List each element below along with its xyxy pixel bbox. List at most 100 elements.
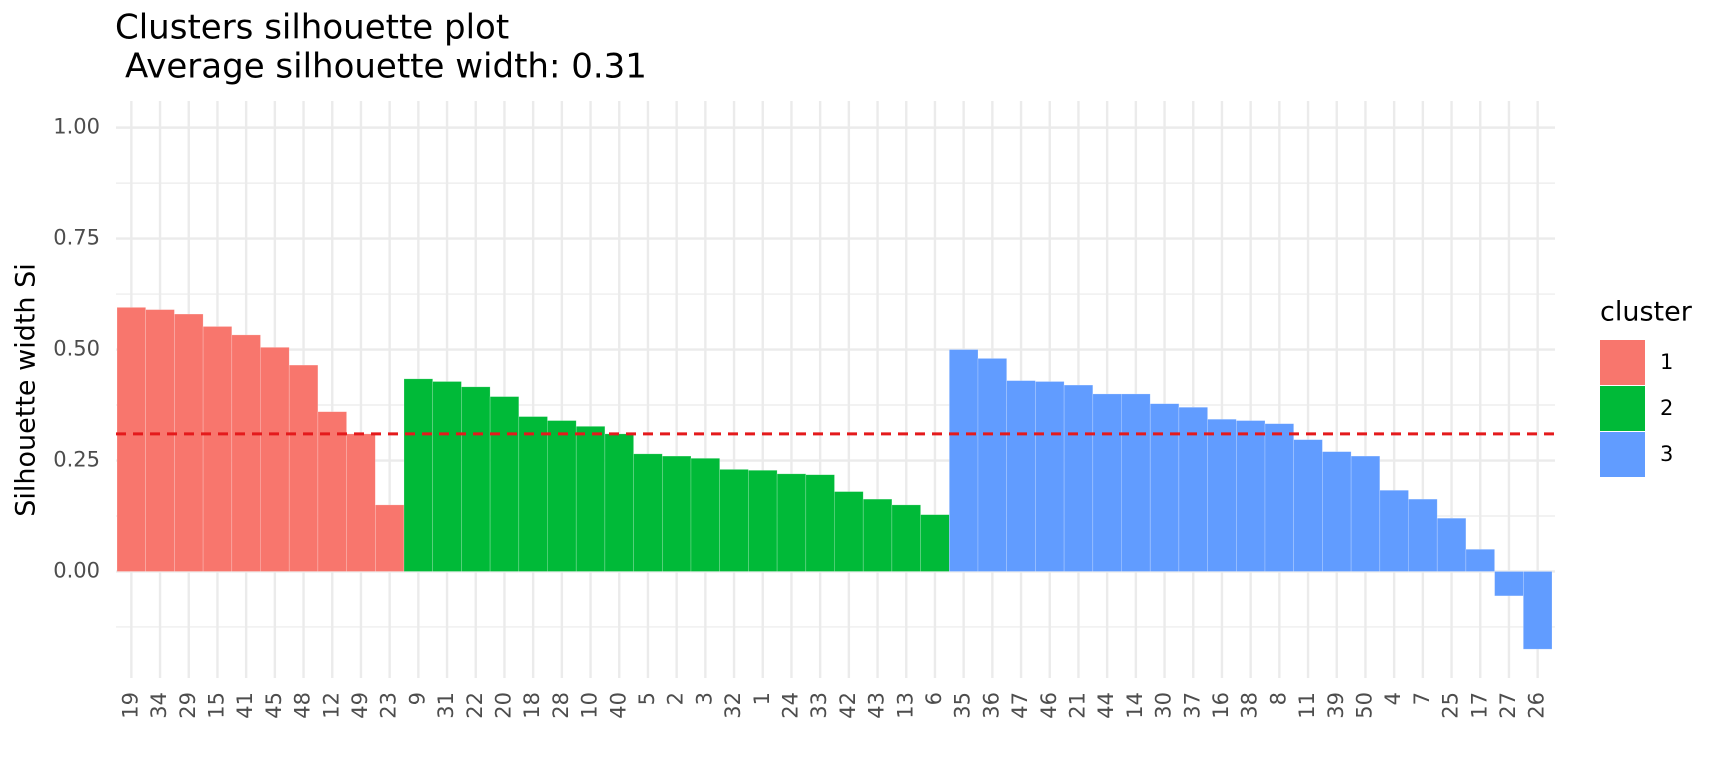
bar: [834, 491, 864, 572]
bar: [260, 347, 290, 572]
y-tick-label: 1.00: [53, 115, 100, 139]
bar: [1523, 571, 1553, 650]
x-tick-label: 30: [1152, 692, 1176, 719]
chart-title: Clusters silhouette plot: [115, 8, 509, 48]
x-tick-label: 43: [865, 692, 889, 719]
bar: [489, 396, 520, 572]
x-tick-label: 19: [118, 692, 142, 719]
x-tick-label: 50: [1352, 692, 1376, 719]
x-tick-label: 22: [463, 692, 487, 719]
x-tick-label: 15: [204, 692, 228, 719]
legend-label: 1: [1660, 350, 1673, 374]
legend-label: 3: [1660, 442, 1673, 466]
bar: [403, 378, 434, 572]
bar: [1350, 455, 1381, 572]
x-tick-label: 31: [434, 692, 458, 719]
bar: [1293, 439, 1323, 572]
x-tick-label: 18: [520, 692, 544, 719]
y-tick-label: 0.25: [53, 448, 100, 472]
x-tick-label: 21: [1065, 692, 1089, 719]
x-tick-label: 42: [836, 692, 860, 719]
x-tick-label: 32: [721, 692, 745, 719]
bar: [461, 386, 491, 572]
bar: [346, 433, 376, 572]
x-tick-label: 48: [291, 692, 315, 719]
bar: [719, 469, 749, 572]
bar: [1006, 380, 1036, 572]
x-tick-label: 29: [176, 692, 200, 719]
bar: [748, 469, 778, 572]
bar: [116, 307, 147, 572]
bar: [1408, 498, 1438, 572]
x-tick-label: 2: [664, 692, 688, 705]
bar: [1063, 384, 1094, 572]
x-tick-label: 36: [979, 692, 1003, 719]
x-tick-label: 37: [1180, 692, 1204, 719]
bar: [1264, 423, 1295, 572]
legend-label: 2: [1660, 396, 1673, 420]
x-tick-label: 45: [262, 692, 286, 719]
legend-title: cluster: [1600, 297, 1693, 328]
x-tick-label: 8: [1266, 692, 1290, 705]
x-tick-label: 13: [893, 692, 917, 719]
x-tick-label: 35: [951, 692, 975, 719]
x-tick-label: 28: [549, 692, 573, 719]
x-tick-label: 6: [922, 692, 946, 705]
x-tick-label: 20: [491, 692, 515, 719]
bar: [690, 457, 721, 572]
x-tick-label: 9: [405, 692, 429, 705]
bar: [604, 433, 634, 572]
x-tick-label: 1: [750, 692, 774, 705]
x-tick-label: 11: [1295, 692, 1319, 719]
bar: [547, 420, 577, 572]
x-tick-label: 12: [319, 692, 343, 719]
bar: [518, 416, 548, 572]
bar: [1465, 548, 1495, 572]
x-tick-label: 47: [1008, 692, 1032, 719]
bar: [317, 411, 347, 572]
bar: [288, 364, 319, 572]
x-tick-label: 7: [1410, 692, 1434, 705]
legend-swatch: [1600, 386, 1645, 431]
x-tick-label: 10: [578, 692, 602, 719]
bar: [1207, 418, 1237, 572]
x-tick-label: 5: [635, 692, 659, 705]
bar: [1149, 403, 1180, 572]
bar: [1379, 489, 1409, 572]
bar: [1178, 406, 1208, 572]
bar: [1121, 393, 1151, 572]
chart-subtitle: Average silhouette width: 0.31: [125, 47, 647, 87]
x-tick-label: 41: [233, 692, 257, 719]
y-tick-label: 0.75: [53, 226, 100, 250]
bar: [1436, 517, 1467, 572]
x-tick-label: 14: [1123, 692, 1147, 719]
x-tick-label: 23: [377, 692, 401, 719]
x-tick-label: 38: [1238, 692, 1262, 719]
bar: [1035, 381, 1065, 572]
bar: [1236, 420, 1266, 572]
bar: [948, 349, 979, 572]
x-tick-label: 16: [1209, 692, 1233, 719]
x-tick-label: 44: [1094, 692, 1118, 719]
bar: [202, 326, 233, 572]
x-tick-label: 46: [1037, 692, 1061, 719]
bar: [891, 504, 921, 572]
x-tick-label: 40: [606, 692, 630, 719]
y-tick-label: 0.00: [53, 558, 100, 582]
x-tick-label: 27: [1496, 692, 1520, 719]
bar: [977, 358, 1008, 572]
bar: [661, 455, 692, 572]
bar: [231, 334, 261, 572]
bar: [374, 504, 405, 572]
bar: [575, 426, 606, 572]
bar: [1322, 451, 1352, 572]
x-tick-label: 39: [1324, 692, 1348, 719]
bar: [805, 474, 835, 572]
x-tick-label: 24: [778, 692, 802, 719]
y-tick-label: 0.50: [53, 337, 100, 361]
x-tick-label: 49: [348, 692, 372, 719]
legend-swatch: [1600, 340, 1645, 385]
x-tick-label: 26: [1525, 692, 1549, 719]
bar: [633, 453, 663, 572]
